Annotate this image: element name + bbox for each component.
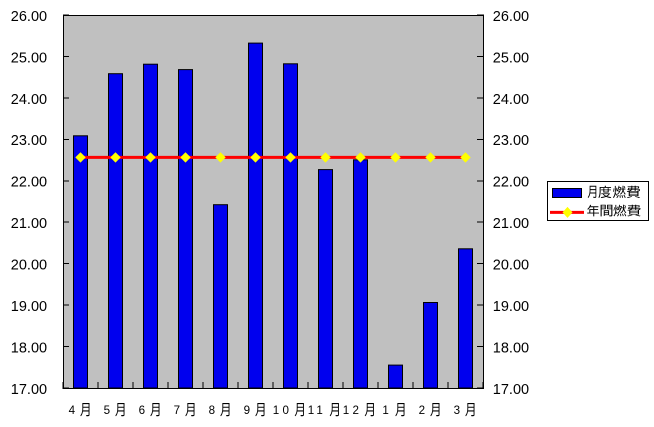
svg-text:26.00: 26.00	[11, 9, 47, 25]
svg-text:6: 6	[139, 404, 145, 417]
svg-text:4: 4	[69, 404, 76, 417]
svg-text:25.00: 25.00	[11, 50, 47, 66]
svg-text:21.00: 21.00	[493, 216, 529, 232]
svg-text:22.00: 22.00	[11, 175, 47, 191]
svg-text:19.00: 19.00	[493, 299, 529, 315]
svg-text:1: 1	[308, 404, 314, 417]
svg-text:1: 1	[382, 404, 388, 417]
svg-text:23.00: 23.00	[11, 133, 47, 149]
svg-text:1: 1	[316, 404, 322, 417]
svg-text:24.00: 24.00	[493, 92, 529, 108]
svg-text:20.00: 20.00	[11, 258, 47, 274]
svg-text:19.00: 19.00	[11, 299, 47, 315]
svg-text:2: 2	[353, 404, 359, 417]
svg-text:2: 2	[419, 404, 425, 417]
svg-text:17.00: 17.00	[493, 382, 529, 398]
svg-text:26.00: 26.00	[493, 9, 529, 25]
svg-text:23.00: 23.00	[493, 133, 529, 149]
svg-text:18.00: 18.00	[493, 340, 529, 356]
svg-text:20.00: 20.00	[493, 258, 529, 274]
svg-text:22.00: 22.00	[493, 175, 529, 191]
svg-text:17.00: 17.00	[11, 382, 47, 398]
svg-text:3: 3	[454, 404, 460, 417]
svg-text:25.00: 25.00	[493, 50, 529, 66]
svg-text:9: 9	[244, 404, 250, 417]
svg-text:18.00: 18.00	[11, 340, 47, 356]
svg-text:0: 0	[283, 404, 289, 417]
svg-text:7: 7	[174, 404, 180, 417]
svg-text:5: 5	[104, 404, 110, 417]
svg-text:1: 1	[273, 404, 279, 417]
svg-text:1: 1	[343, 404, 349, 417]
svg-text:24.00: 24.00	[11, 92, 47, 108]
svg-text:21.00: 21.00	[11, 216, 47, 232]
svg-text:8: 8	[209, 404, 215, 417]
